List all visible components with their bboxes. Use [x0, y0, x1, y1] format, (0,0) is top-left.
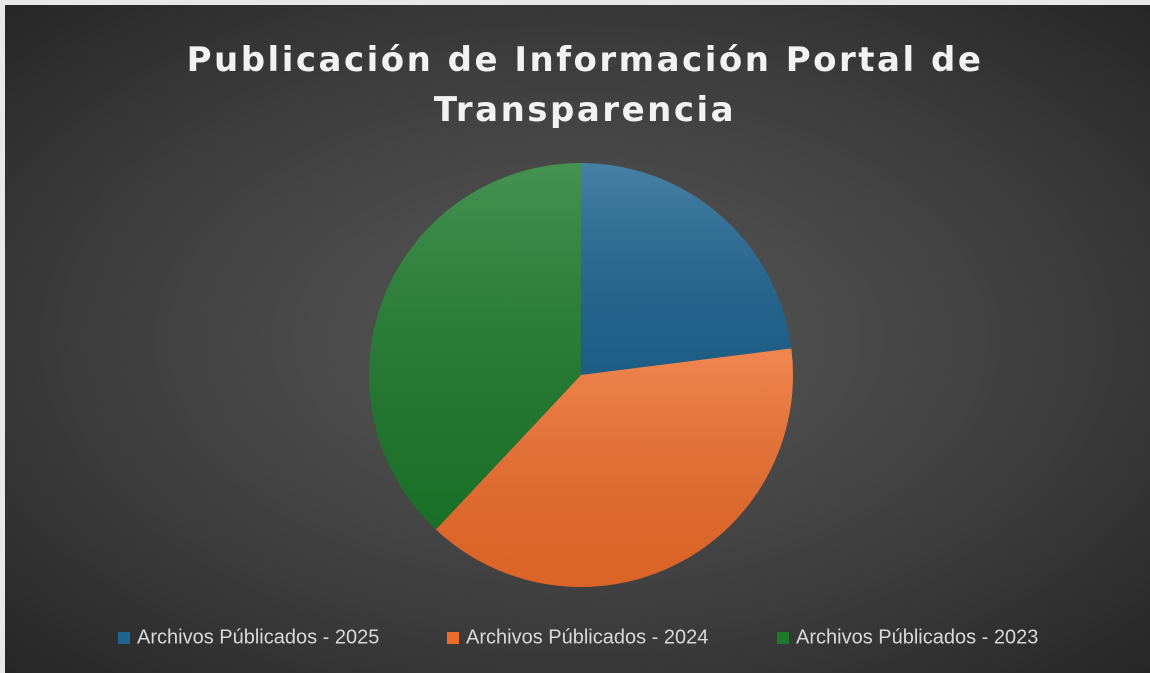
legend-swatch	[447, 632, 459, 644]
legend-swatch	[777, 632, 789, 644]
chart-title: Publicación de Información Portal de Tra…	[186, 40, 984, 130]
legend-label: Archivos Públicados - 2024	[466, 626, 708, 648]
chart: Archivos Públicados - 2025 Archivos Públi…	[118, 163, 1038, 648]
legend-swatch	[118, 632, 130, 644]
legend-label: Archivos Públicados - 2023	[796, 626, 1038, 648]
pie-slice	[581, 163, 792, 375]
legend-label: Archivos Públicados - 2025	[137, 626, 379, 648]
chart-area: Publicación de Información Portal de Tra…	[5, 5, 1150, 673]
